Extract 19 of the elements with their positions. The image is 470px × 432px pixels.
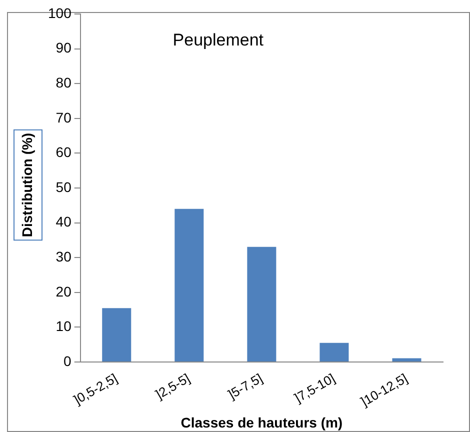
y-tick-label: 30 <box>56 248 72 264</box>
y-tick-label: 80 <box>56 74 72 90</box>
y-tick-label: 70 <box>56 109 72 126</box>
text: Peuplement <box>172 30 264 50</box>
y-tick-label: 20 <box>56 283 72 300</box>
y-tick-label: 50 <box>56 178 72 195</box>
y-tick-label: 100 <box>48 4 72 21</box>
y-tick-label: 0 <box>64 352 72 369</box>
x-axis-title: Classes de hauteurs (m) <box>180 414 343 430</box>
y-tick-label: 10 <box>56 318 72 334</box>
bar <box>320 342 349 362</box>
bar <box>247 246 276 362</box>
bar <box>392 358 422 362</box>
bar <box>174 208 204 362</box>
y-tick-label: 60 <box>56 144 72 160</box>
bar <box>102 308 132 362</box>
y-tick-label: 40 <box>56 214 72 230</box>
y-axis-title: Distribution (%) <box>18 132 35 238</box>
y-tick-label: 90 <box>56 40 72 56</box>
